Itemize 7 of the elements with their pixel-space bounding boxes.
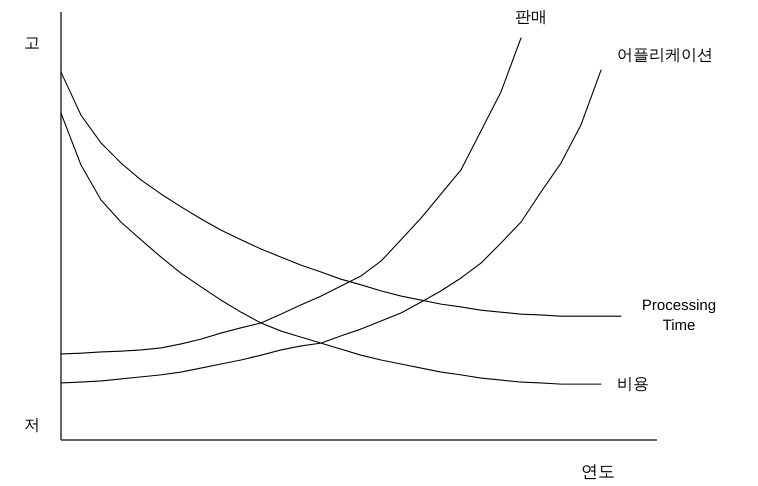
- series-label: Processing Time: [642, 297, 716, 334]
- series-label: 어플리케이션: [617, 47, 713, 64]
- series-label: 판매: [515, 9, 547, 26]
- x-axis-title: 연도: [581, 462, 615, 481]
- text: 고: [24, 35, 40, 52]
- series-label: 비용: [617, 376, 649, 394]
- text: 저: [24, 417, 40, 434]
